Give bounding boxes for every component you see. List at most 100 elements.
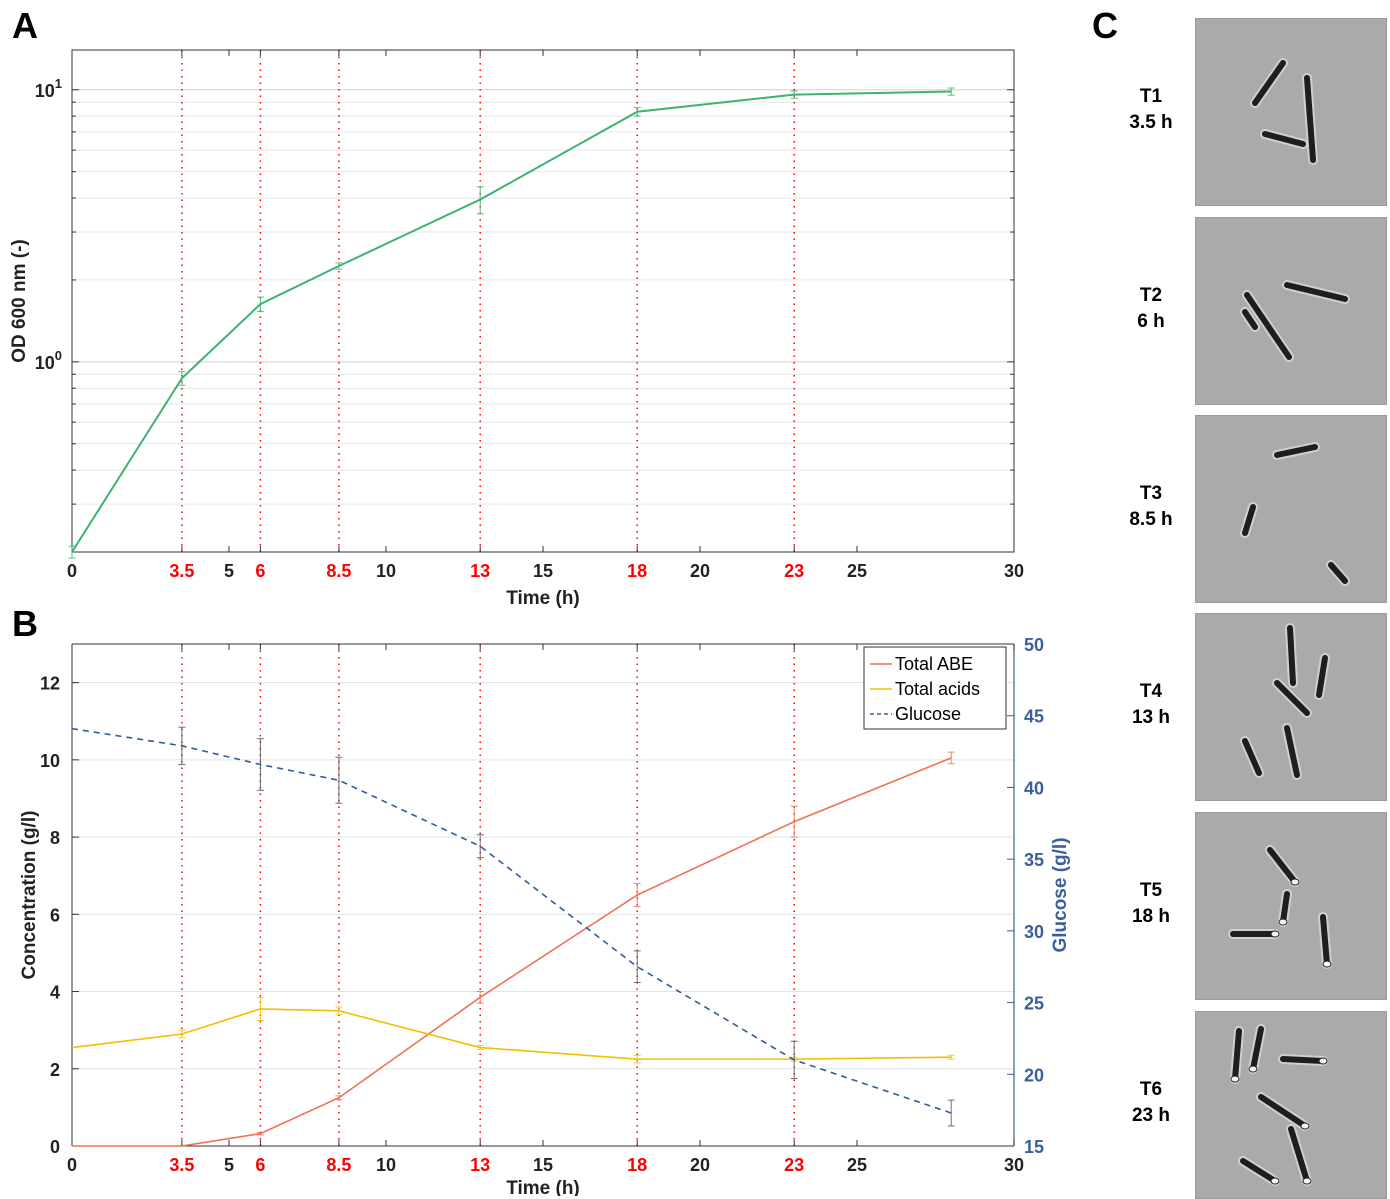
rod-shaped-cells-icon	[1195, 217, 1387, 405]
legend-label-total-acids: Total acids	[895, 679, 980, 699]
x-axis-label: Time (h)	[506, 1178, 580, 1196]
od600-error-bar	[256, 296, 264, 313]
microscopy-label-2: T2 6 h	[1096, 283, 1206, 335]
od600-growth-chart: 100 101 0 3.5 5 6 8.5 10 13 15 18 20 23 25 30 Time (h) O…	[9, 49, 1024, 609]
x-tick-label: 30	[1004, 1155, 1024, 1175]
od600-error-bar	[790, 90, 798, 99]
od600-series-line	[71, 90, 952, 553]
x-tick-label: 23	[784, 1155, 804, 1175]
x-tick-label: 6	[255, 561, 265, 581]
x-axis-label: Time (h)	[506, 588, 580, 609]
total-abe-series-line	[72, 757, 952, 1147]
total-acids-error-bar	[256, 996, 264, 1021]
y-tick-label: 12	[40, 674, 60, 694]
glucose-error-bar	[790, 1040, 798, 1080]
timepoint-label: T6	[1139, 1079, 1163, 1100]
glucose-error-bar	[476, 834, 484, 859]
glucose-error-bar	[178, 726, 186, 765]
od600-error-bar	[335, 262, 343, 270]
timepoint-time: 23 h	[1131, 1105, 1171, 1126]
x-tick-label: 6	[255, 1155, 265, 1175]
concentration-glucose-chart: 0 2 4 6 8 10 12 15 20 25 30 35 40 45 50 0 3.5 5 6 8.5 10 13 15…	[19, 635, 1071, 1196]
y2-tick-label: 40	[1024, 778, 1044, 798]
y2-tick-label: 30	[1024, 922, 1044, 942]
x-tick-label: 25	[847, 1155, 867, 1175]
y2-tick-label: 35	[1024, 850, 1044, 870]
timepoint-time: 8.5 h	[1129, 509, 1173, 530]
x-tick-label: 15	[533, 1155, 553, 1175]
total-acids-error-bar	[633, 1054, 641, 1064]
y-tick-label: 0	[50, 1137, 60, 1157]
microscopy-label-5: T5 18 h	[1096, 878, 1206, 930]
sporulating-cells-icon	[1195, 812, 1387, 1000]
panel-c-letter: C	[1092, 5, 1118, 46]
od600-error-bar	[476, 186, 484, 215]
microscopy-label-1: T1 3.5 h	[1096, 84, 1206, 136]
y-tick-label: 4	[50, 983, 60, 1003]
legend-label-glucose: Glucose	[895, 704, 961, 724]
y2-tick-label: 50	[1024, 635, 1044, 655]
glucose-error-bar	[947, 1099, 955, 1127]
total-abe-error-bar	[256, 1131, 264, 1136]
y2-tick-label: 45	[1024, 707, 1044, 727]
microscopy-label-3: T3 8.5 h	[1096, 481, 1206, 533]
rod-shaped-cells-icon	[1195, 613, 1387, 801]
od600-error-bar	[633, 107, 641, 117]
y2-tick-label: 25	[1024, 994, 1044, 1014]
microscopy-label-6: T6 23 h	[1096, 1077, 1206, 1129]
x-tick-label: 5	[224, 1155, 234, 1175]
od600-error-bar	[178, 371, 186, 386]
glucose-error-bar	[256, 738, 264, 791]
y-tick-label: 2	[50, 1060, 60, 1080]
y2-tick-label: 20	[1024, 1065, 1044, 1085]
timepoint-time: 6 h	[1137, 311, 1165, 332]
total-abe-error-bar	[947, 751, 955, 765]
plot-area	[72, 50, 1014, 552]
timepoint-label: T2	[1139, 285, 1163, 306]
x-tick-label: 5	[224, 561, 234, 581]
y-tick-label: 100	[35, 348, 62, 373]
od600-error-bar	[68, 545, 76, 559]
x-tick-label: 3.5	[169, 561, 194, 581]
od600-error-bar	[947, 87, 955, 96]
total-acids-error-bar	[476, 1045, 484, 1050]
y-axis-label: OD 600 nm (-)	[9, 239, 30, 363]
timepoint-label: T3	[1139, 483, 1163, 504]
y-tick-label: 6	[50, 905, 60, 925]
x-tick-label: 15	[533, 561, 553, 581]
x-tick-label: 0	[67, 1155, 77, 1175]
timepoint-time: 13 h	[1131, 707, 1171, 728]
timepoint-label: T4	[1139, 681, 1163, 702]
total-acids-error-bar	[335, 1006, 343, 1016]
x-tick-label: 18	[627, 561, 647, 581]
y2-tick-label: 15	[1024, 1137, 1044, 1157]
glucose-series-line	[71, 727, 952, 1114]
timepoint-time: 3.5 h	[1129, 112, 1173, 133]
legend-label-total-abe: Total ABE	[895, 654, 973, 674]
x-tick-label: 0	[67, 561, 77, 581]
x-tick-label: 10	[376, 1155, 396, 1175]
total-abe-error-bar	[633, 882, 641, 908]
y-tick-label: 10	[40, 751, 60, 771]
y2-axis-label: Glucose (g/l)	[1050, 837, 1071, 952]
sporulating-cells-icon	[1195, 1011, 1387, 1199]
y-tick-label: 101	[35, 76, 62, 101]
x-tick-label: 10	[376, 561, 396, 581]
x-tick-label: 8.5	[326, 561, 351, 581]
x-tick-label: 18	[627, 1155, 647, 1175]
total-acids-series-line	[71, 1008, 952, 1060]
x-tick-label: 23	[784, 561, 804, 581]
panel-b-letter: B	[12, 603, 38, 644]
total-abe-error-bar	[335, 1095, 343, 1101]
total-acids-error-bar	[947, 1054, 955, 1060]
glucose-error-bar	[633, 950, 641, 983]
total-abe-error-bar	[476, 991, 484, 1004]
x-tick-label: 20	[690, 1155, 710, 1175]
x-tick-label: 3.5	[169, 1155, 194, 1175]
x-tick-label: 30	[1004, 561, 1024, 581]
y-tick-label: 8	[50, 828, 60, 848]
x-tick-label: 8.5	[326, 1155, 351, 1175]
x-tick-label: 20	[690, 561, 710, 581]
legend: Total ABE Total acids Glucose	[863, 646, 1007, 730]
